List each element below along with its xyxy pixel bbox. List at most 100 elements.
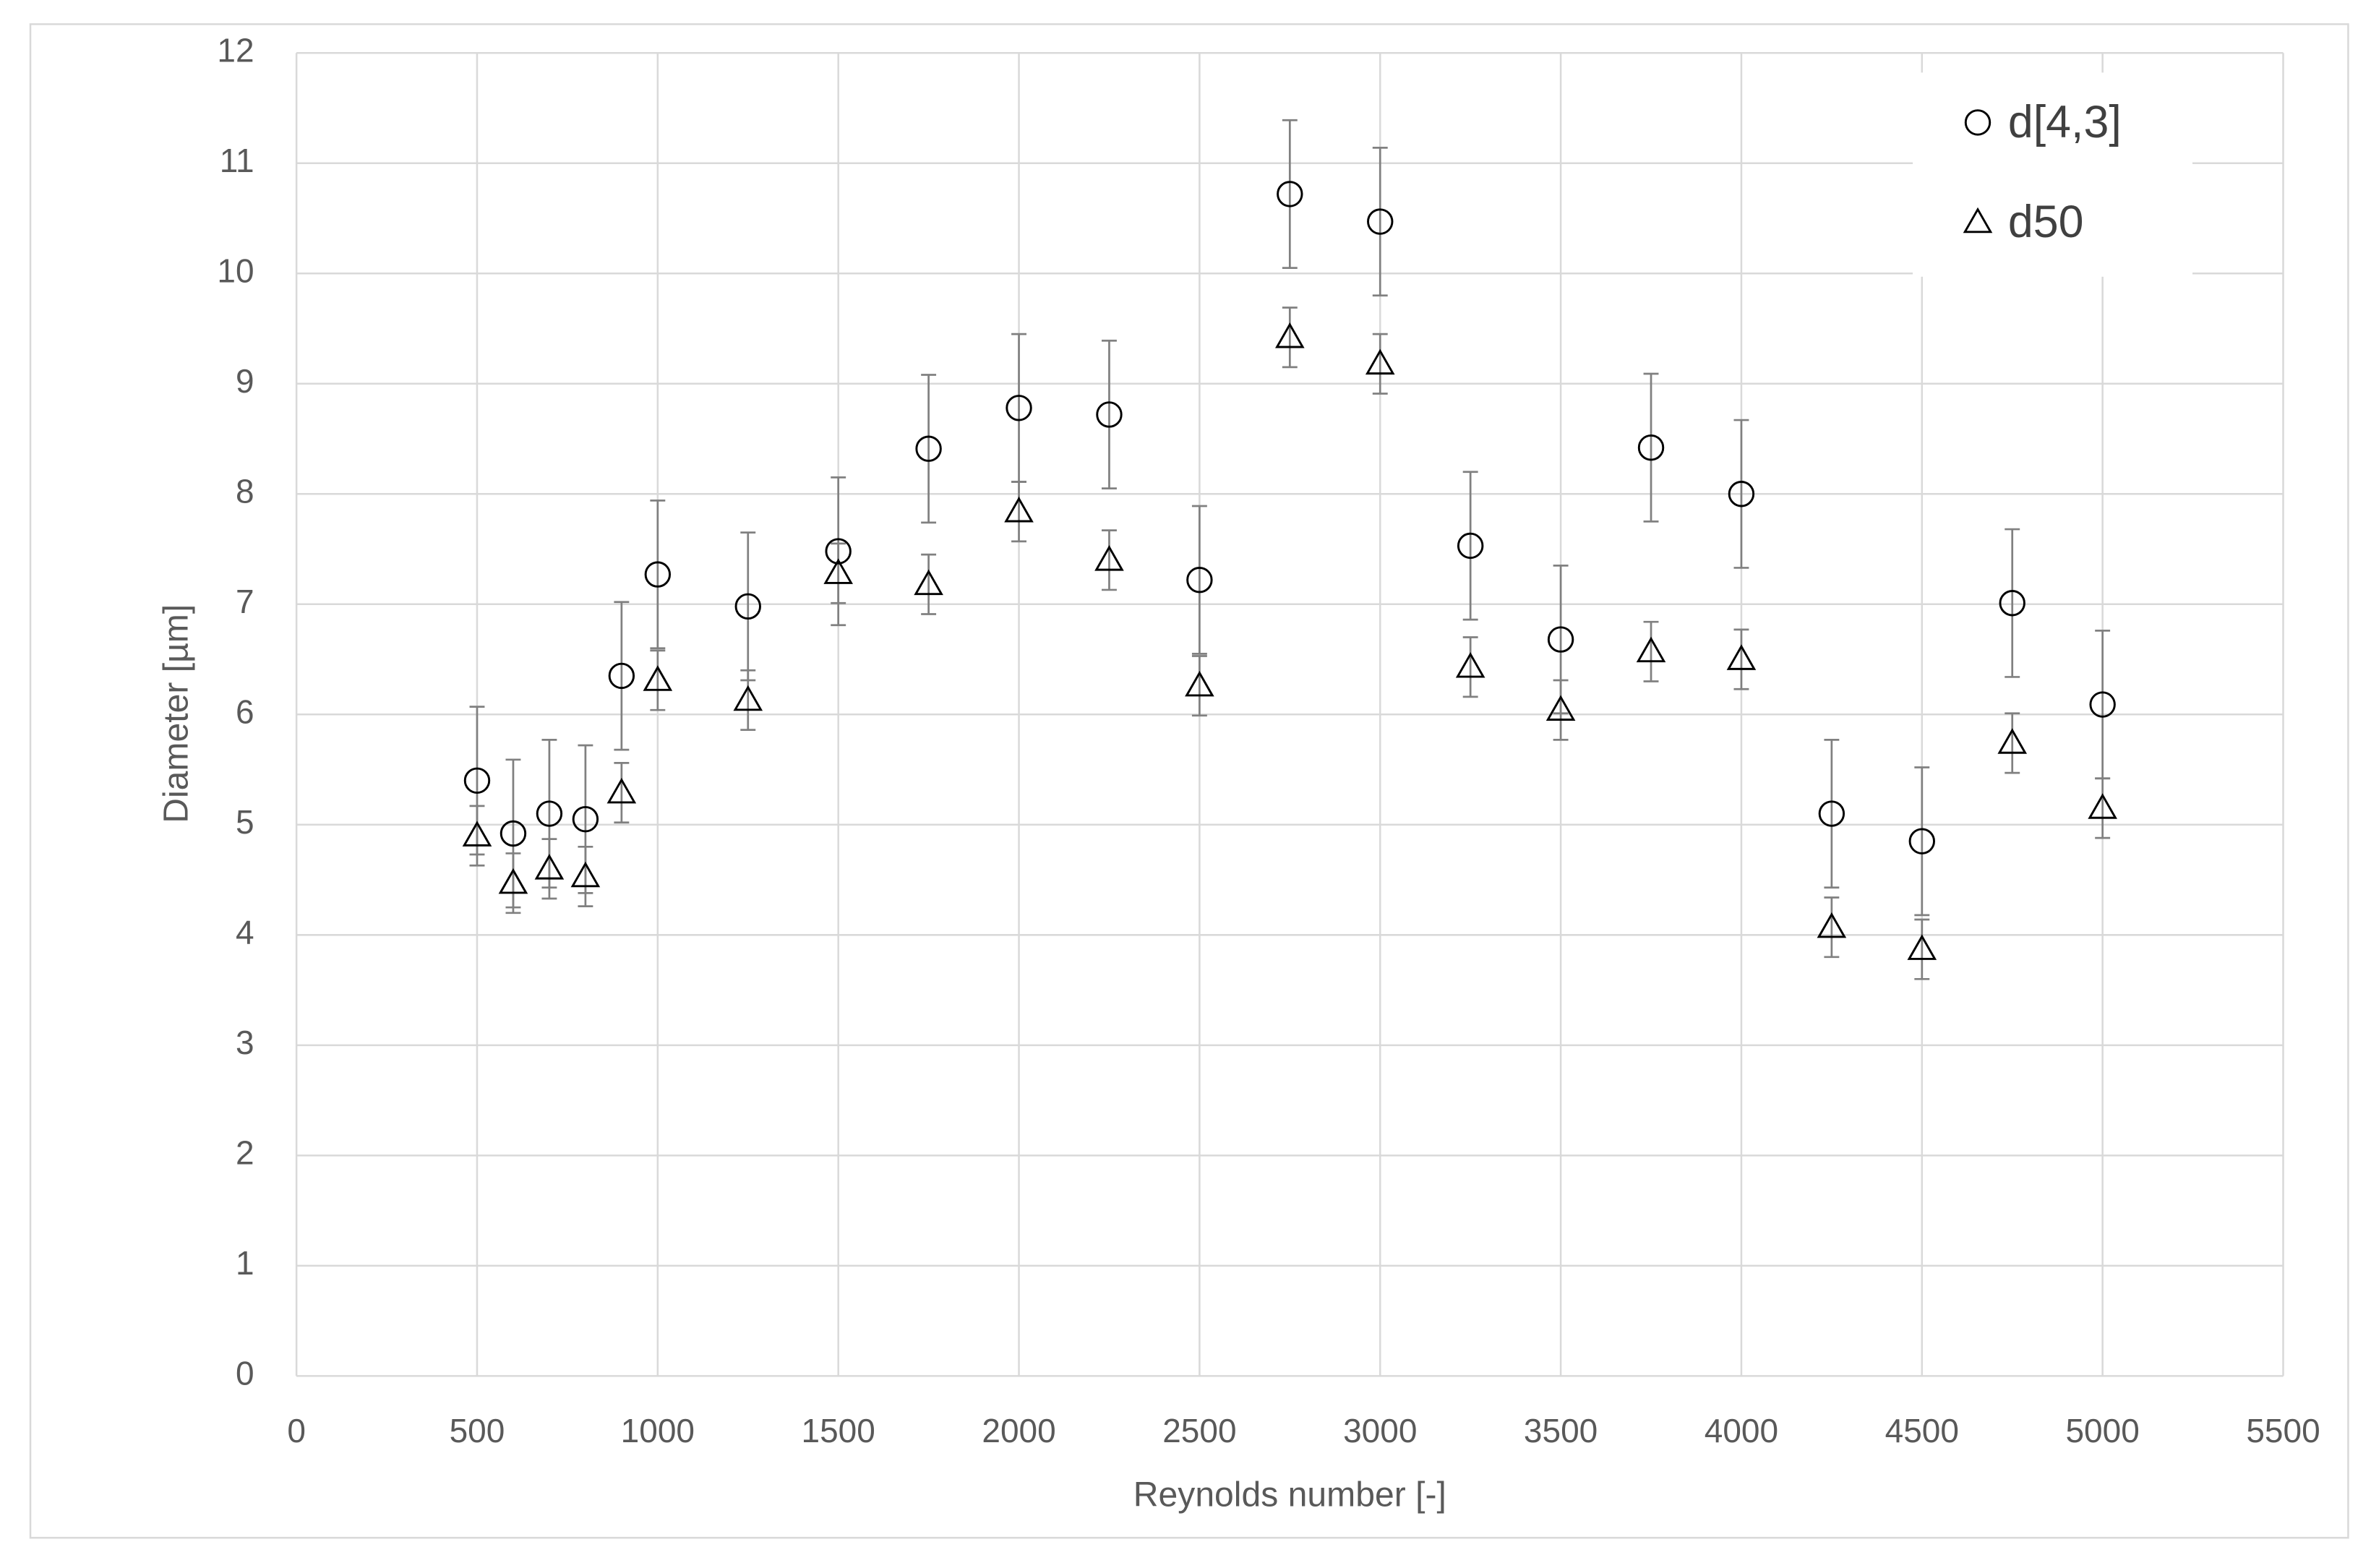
marker-circle (2089, 691, 2116, 718)
marker-circle (734, 593, 761, 620)
y-tick-label: 8 (236, 472, 254, 510)
marker-circle (1728, 481, 1755, 507)
marker-triangle (1455, 651, 1485, 678)
y-axis-title: Diameter [µm] (157, 604, 196, 823)
y-tick-label: 4 (236, 913, 254, 951)
marker-triangle (1963, 207, 1993, 234)
error-bar (1282, 119, 1298, 269)
marker-circle (1964, 109, 1991, 136)
error-bar (1372, 147, 1388, 297)
x-tick-label: 500 (450, 1412, 505, 1449)
marker-triangle (2088, 793, 2117, 819)
x-tick-label: 3000 (1343, 1412, 1417, 1449)
error-bar (2095, 777, 2111, 839)
error-bar (740, 669, 756, 731)
x-tick-label: 1500 (802, 1412, 875, 1449)
error-bar (541, 838, 557, 900)
error-bar (578, 845, 593, 908)
y-tick-label: 1 (236, 1244, 254, 1282)
error-bar (1462, 471, 1478, 621)
error-bar (1733, 419, 1749, 569)
marker-circle (1999, 590, 2025, 617)
x-tick-label: 0 (287, 1412, 306, 1449)
error-bar (2005, 528, 2020, 678)
error-bar (650, 500, 666, 650)
x-axis-title: Reynolds number [-] (1133, 1475, 1446, 1514)
y-tick-label: 0 (236, 1355, 254, 1392)
error-bar (1372, 333, 1388, 395)
marker-circle (1457, 532, 1484, 560)
error-bar (2005, 712, 2020, 774)
marker-circle (608, 662, 635, 690)
error-bar (831, 542, 846, 604)
error-bar (1553, 679, 1569, 741)
error-bar (1643, 620, 1659, 682)
marker-circle (1818, 800, 1845, 827)
error-bar (1643, 372, 1659, 523)
x-tick-label: 2000 (982, 1412, 1055, 1449)
error-bar (1733, 628, 1749, 690)
marker-triangle (1275, 322, 1305, 348)
x-tick-label: 1000 (621, 1412, 695, 1449)
marker-triangle (570, 861, 601, 888)
marker-circle (1908, 828, 1936, 854)
y-tick-label: 5 (236, 803, 254, 841)
x-tick-label: 4500 (1885, 1412, 1959, 1449)
error-bar (1191, 655, 1207, 717)
y-tick-label: 2 (236, 1134, 254, 1171)
error-bar (1011, 481, 1027, 543)
x-tick-label: 3500 (1524, 1412, 1598, 1449)
error-bar (1824, 896, 1840, 959)
y-tick-label: 7 (236, 583, 254, 620)
y-tick-label: 10 (217, 252, 254, 289)
marker-triangle (1997, 728, 2028, 754)
x-tick-label: 2500 (1162, 1412, 1236, 1449)
marker-triangle (1726, 644, 1757, 670)
marker-circle (1186, 567, 1213, 594)
error-bar (505, 852, 521, 914)
marker-circle (1096, 401, 1123, 428)
marker-circle (644, 561, 672, 588)
y-tick-label: 12 (217, 31, 254, 69)
error-bar (1102, 529, 1117, 591)
error-bar (614, 762, 630, 824)
error-bar (1282, 307, 1298, 369)
legend-label: d[4,3] (2008, 97, 2122, 147)
marker-triangle (1185, 670, 1214, 697)
marker-circle (825, 538, 852, 565)
y-tick-label: 6 (236, 693, 254, 730)
marker-triangle (498, 867, 528, 894)
marker-triangle (643, 665, 673, 691)
marker-circle (500, 820, 527, 847)
x-tick-label: 5000 (2065, 1412, 2139, 1449)
legend-label: d50 (2008, 197, 2084, 247)
error-bar (1914, 766, 1930, 917)
error-bar (1914, 918, 1930, 980)
x-tick-label: 5500 (2246, 1412, 2320, 1449)
x-tick-label: 4000 (1705, 1412, 1778, 1449)
y-tick-label: 11 (220, 142, 254, 179)
marker-triangle (914, 569, 943, 596)
marker-triangle (1094, 545, 1124, 571)
error-bar (650, 649, 666, 711)
error-bar (469, 805, 485, 867)
marker-circle (572, 805, 599, 833)
marker-triangle (462, 821, 492, 847)
y-tick-label: 9 (236, 362, 254, 400)
error-bar (1824, 739, 1840, 889)
error-bar (1102, 339, 1117, 489)
y-tick-label: 3 (236, 1024, 254, 1061)
error-bar (921, 553, 937, 615)
marker-circle (463, 767, 491, 794)
marker-circle (1277, 181, 1303, 207)
legend-box (1913, 72, 2193, 277)
marker-circle (1637, 434, 1665, 461)
error-bar (921, 374, 937, 524)
marker-triangle (1004, 496, 1034, 523)
marker-triangle (823, 558, 853, 584)
marker-triangle (1907, 934, 1937, 960)
error-bar (614, 601, 630, 751)
marker-circle (1367, 208, 1394, 235)
